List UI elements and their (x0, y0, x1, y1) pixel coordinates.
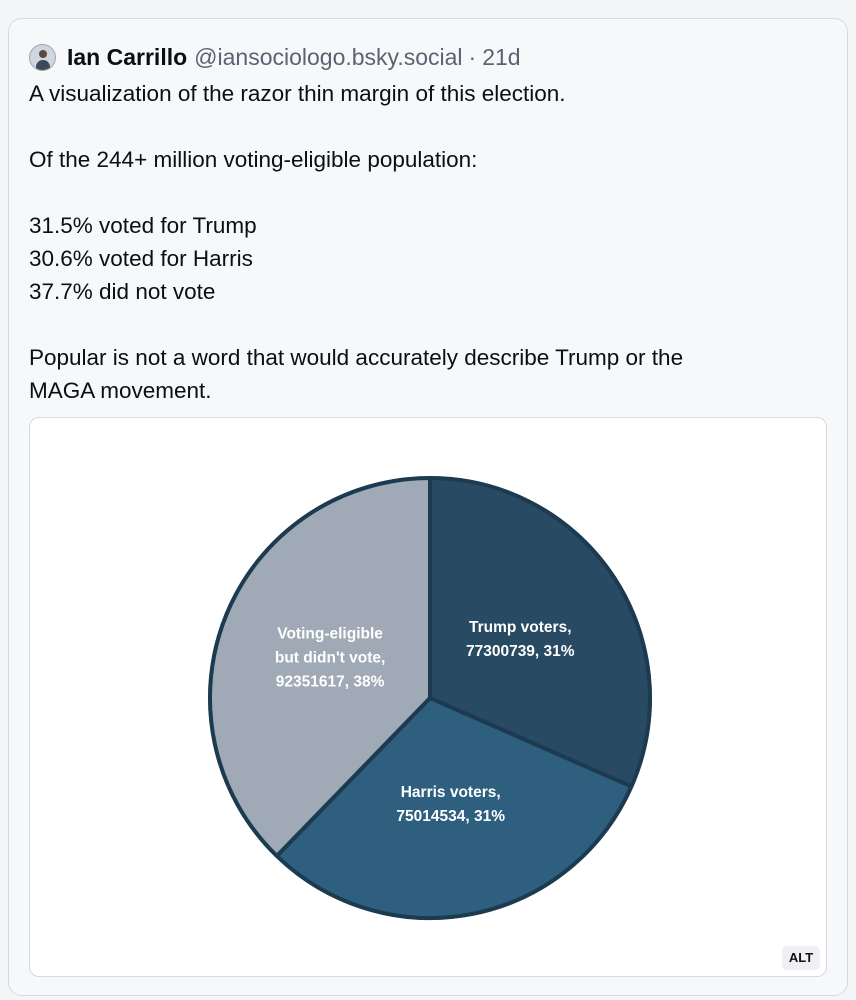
pie-label-harris: Harris voters, 75014534, 31% (396, 784, 505, 825)
pie-slice-nonvoters (208, 476, 432, 858)
post-image[interactable]: Trump voters, 77300739, 31% Harris voters,… (29, 417, 827, 977)
post-text-line: A visualization of the razor thin margin… (29, 81, 566, 106)
pie-slice-trump (428, 476, 652, 789)
post-text: A visualization of the razor thin margin… (29, 77, 829, 407)
pie-label-nonvoters: Voting-eligible but didn't vote, 92351617,… (275, 626, 385, 691)
pie-label-line: 77300739, 31% (466, 643, 575, 660)
post-text-line: Of the 244+ million voting-eligible popu… (29, 147, 478, 172)
post-card[interactable]: Ian Carrillo @iansociologo.bsky.social ·… (8, 18, 848, 996)
post-text-line: 37.7% did not vote (29, 279, 216, 304)
post-text-line: Popular is not a word that would accurat… (29, 345, 684, 370)
author-display-name[interactable]: Ian Carrillo (67, 43, 188, 70)
post-header: Ian Carrillo @iansociologo.bsky.social ·… (29, 41, 521, 73)
pie-label-line: Trump voters, (469, 619, 572, 636)
pie-label-line: but didn't vote, (275, 650, 385, 667)
pie-label-line: 75014534, 31% (396, 808, 505, 825)
post-text-line: 30.6% voted for Harris (29, 246, 253, 271)
pie-chart: Trump voters, 77300739, 31% Harris voters,… (208, 476, 652, 920)
pie-slice-harris (274, 696, 634, 920)
pie-label-line: Harris voters, (401, 784, 501, 801)
pie-label-line: Voting-eligible (277, 626, 383, 643)
author-handle[interactable]: @iansociologo.bsky.social (194, 43, 463, 70)
post-text-line: 31.5% voted for Trump (29, 213, 257, 238)
separator-dot: · (468, 43, 477, 70)
post-timestamp[interactable]: 21d (482, 43, 521, 70)
pie-label-line: 92351617, 38% (276, 674, 385, 691)
pie-label-trump: Trump voters, 77300739, 31% (466, 619, 575, 660)
avatar[interactable] (29, 43, 56, 71)
alt-badge[interactable]: ALT (782, 946, 820, 970)
post-text-line: MAGA movement. (29, 378, 212, 403)
